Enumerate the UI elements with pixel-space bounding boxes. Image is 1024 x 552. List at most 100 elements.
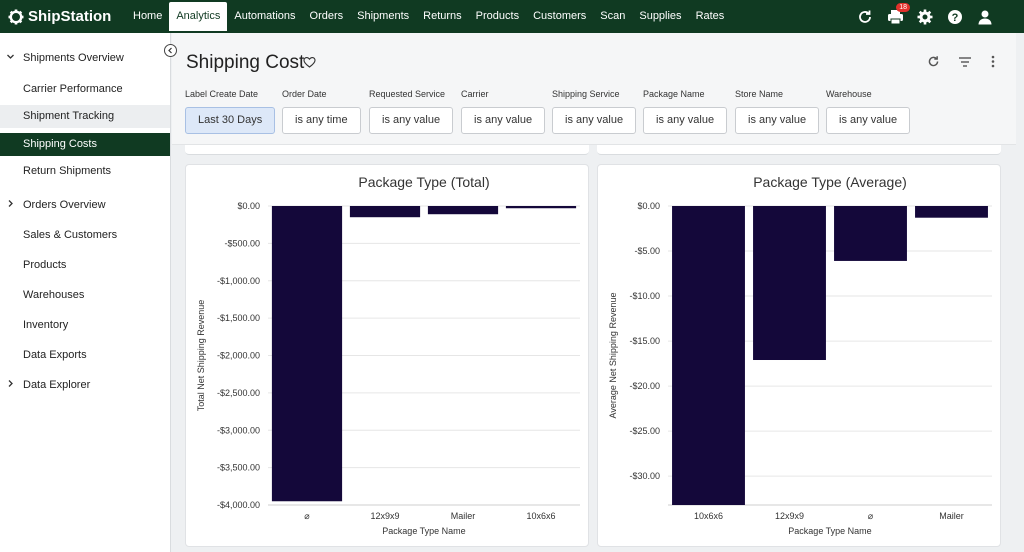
sidebar-item-products[interactable]: Products [0, 254, 170, 277]
filter-package-name: Package Name is any value [643, 89, 728, 134]
bar-chart: Package Type (Total) $0.00 -$500.00 -$1,000… [196, 174, 580, 536]
x-tick-label: 10x6x6 [694, 511, 723, 521]
x-tick-label: ⌀ [868, 511, 874, 521]
nav-analytics[interactable]: Analytics [169, 2, 228, 31]
help-icon[interactable]: ? [946, 8, 964, 26]
sidebar-item-label: Return Shipments [23, 165, 112, 177]
sidebar-item-shipments-overview[interactable]: Shipments Overview [0, 47, 170, 70]
filter-icon[interactable] [958, 55, 972, 73]
y-tick-label: -$15.00 [629, 336, 660, 346]
filter-value-button[interactable]: is any value [826, 107, 911, 134]
filter-shipping-service: Shipping Service is any value [552, 89, 637, 134]
x-axis-title: Package Type Name [382, 526, 465, 536]
collapse-sidebar-button[interactable] [164, 44, 177, 57]
y-tick-label: -$500.00 [224, 238, 260, 248]
y-tick-label: $0.00 [637, 201, 660, 211]
nav-supplies[interactable]: Supplies [639, 10, 682, 22]
main-content: Shipping Cost Label Create Date Last 30 D… [172, 33, 1016, 552]
bar[interactable] [505, 206, 577, 209]
filter-label: Warehouse [826, 89, 872, 99]
filter-value-button[interactable]: is any value [643, 107, 728, 134]
nav-scan[interactable]: Scan [600, 10, 626, 22]
chart-title: Package Type (Total) [358, 174, 489, 190]
sidebar-item-label: Carrier Performance [23, 83, 123, 95]
refresh-icon[interactable] [856, 8, 874, 26]
printer-icon[interactable]: 18 [886, 2, 910, 26]
sidebar-item-label: Inventory [23, 319, 69, 331]
filter-value-button[interactable]: is any value [369, 107, 454, 134]
sidebar-item-shipment-tracking[interactable]: Shipment Tracking [0, 105, 170, 128]
sidebar-item-label: Products [23, 259, 67, 271]
sidebar-item-carrier-performance[interactable]: Carrier Performance [0, 78, 170, 101]
bar[interactable] [349, 206, 421, 218]
x-tick-label: 12x9x9 [370, 511, 399, 521]
y-tick-label: -$2,500.00 [217, 388, 260, 398]
notification-badge: 18 [896, 2, 910, 12]
y-tick-label: -$10.00 [629, 291, 660, 301]
x-tick-label: ⌀ [304, 511, 310, 521]
favorite-heart-icon[interactable] [303, 55, 316, 73]
y-tick-label: $0.00 [237, 201, 260, 211]
nav-returns[interactable]: Returns [423, 10, 462, 22]
nav-home[interactable]: Home [133, 10, 163, 22]
nav-customers[interactable]: Customers [533, 10, 587, 22]
sidebar-item-shipping-costs[interactable]: Shipping Costs [0, 133, 170, 156]
shipstation-logo[interactable]: ShipStation [8, 8, 120, 25]
filter-label: Store Name [735, 89, 784, 99]
sidebar-item-inventory[interactable]: Inventory [0, 314, 170, 337]
sidebar-item-orders-overview[interactable]: Orders Overview [0, 194, 170, 217]
filter-carrier: Carrier is any value [461, 89, 546, 134]
page-title: Shipping Cost [186, 52, 305, 73]
chevron-down-icon [6, 47, 15, 70]
y-tick-label: -$20.00 [629, 381, 660, 391]
filter-label: Label Create Date [185, 89, 259, 99]
sidebar-item-sales-customers[interactable]: Sales & Customers [0, 224, 170, 247]
y-tick-label: -$1,000.00 [217, 276, 260, 286]
filter-order-date: Order Date is any time [282, 89, 361, 134]
bar[interactable] [915, 206, 988, 218]
nav-orders[interactable]: Orders [309, 10, 344, 22]
nav-rates[interactable]: Rates [695, 10, 725, 22]
sidebar-item-label: Orders Overview [23, 199, 106, 211]
bar[interactable] [753, 206, 826, 361]
sidebar-item-return-shipments[interactable]: Return Shipments [0, 160, 170, 183]
settings-gear-icon[interactable] [916, 8, 934, 26]
sidebar-item-data-explorer[interactable]: Data Explorer [0, 374, 170, 397]
nav-automations[interactable]: Automations [234, 10, 296, 22]
sidebar-item-label: Warehouses [23, 289, 85, 301]
y-tick-label: -$25.00 [629, 426, 660, 436]
filter-label: Carrier [461, 89, 489, 99]
main-nav: Home Analytics Automations Orders Shipments R… [126, 0, 731, 33]
filter-value-button[interactable]: Last 30 Days [185, 107, 276, 134]
chart-title: Package Type (Average) [753, 174, 907, 190]
sidebar-item-label: Data Explorer [23, 379, 91, 391]
window-edge [1016, 33, 1024, 552]
x-tick-label: Mailer [451, 511, 476, 521]
bar[interactable] [834, 206, 907, 261]
sidebar-item-label: Sales & Customers [23, 229, 118, 241]
filter-value-button[interactable]: is any value [735, 107, 820, 134]
filter-value-button[interactable]: is any time [282, 107, 361, 134]
sidebar-item-data-exports[interactable]: Data Exports [0, 344, 170, 367]
reload-dashboard-icon[interactable] [927, 55, 940, 73]
analytics-sidebar: Shipments Overview Carrier Performance Shi… [0, 33, 171, 552]
x-tick-label: Mailer [939, 511, 964, 521]
filter-value-button[interactable]: is any value [552, 107, 637, 134]
nav-shipments[interactable]: Shipments [357, 10, 410, 22]
nav-products[interactable]: Products [475, 10, 520, 22]
chevron-left-icon [168, 47, 172, 54]
bar[interactable] [672, 206, 745, 505]
bar[interactable] [427, 206, 499, 215]
bar[interactable] [271, 206, 343, 502]
y-tick-label: -$3,500.00 [217, 463, 260, 473]
y-axis-title: Average Net Shipping Revenue [608, 293, 618, 419]
sidebar-item-label: Shipment Tracking [23, 110, 115, 122]
previous-tile-edge [185, 145, 589, 155]
sidebar-item-warehouses[interactable]: Warehouses [0, 284, 170, 307]
filter-value-button[interactable]: is any value [461, 107, 546, 134]
package-type-total-tile: Package Type (Total) $0.00 -$500.00 -$1,000… [185, 164, 589, 547]
user-account-icon[interactable] [976, 8, 994, 26]
app-name: ShipStation [28, 8, 112, 25]
y-tick-label: -$4,000.00 [217, 500, 260, 510]
more-options-icon[interactable] [990, 55, 996, 73]
